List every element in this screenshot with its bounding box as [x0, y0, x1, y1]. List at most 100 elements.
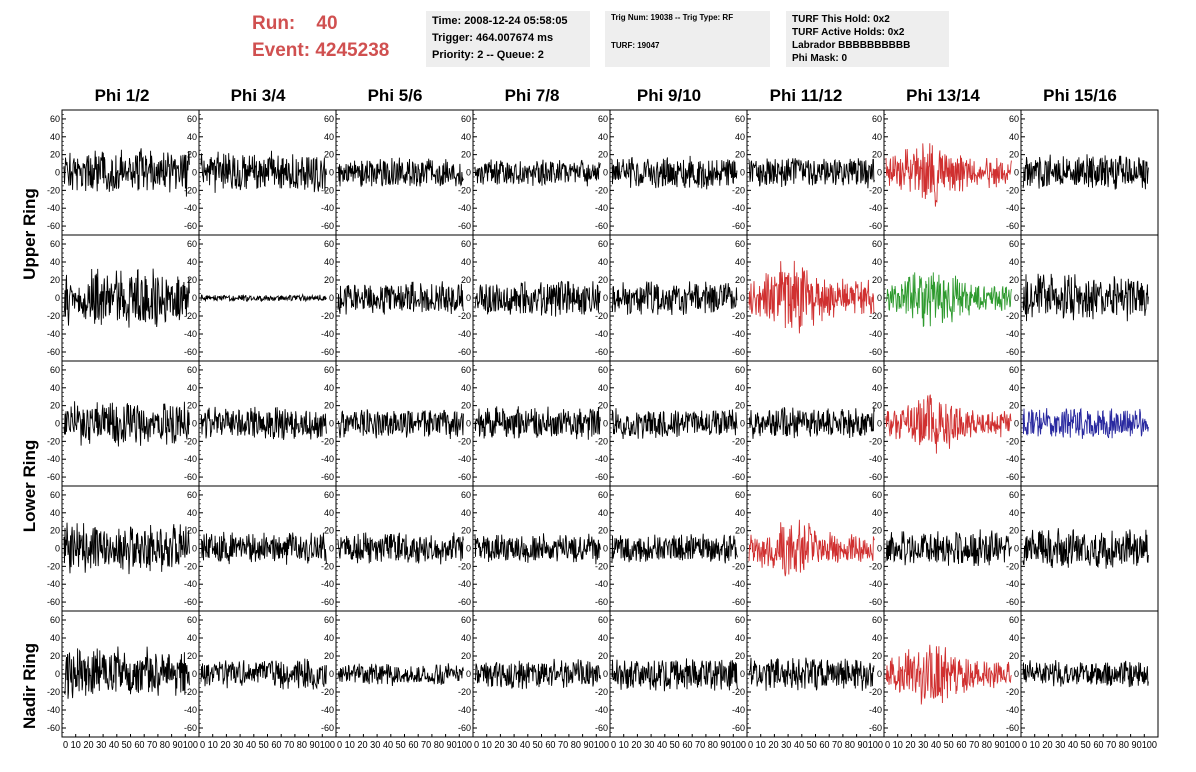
panel-r2-c6: -60 -40 -20 0 20 40 60	[732, 234, 885, 362]
y-tick-label: -60	[321, 221, 334, 231]
y-tick-label: 20	[187, 275, 197, 285]
y-tick-label: 0	[55, 168, 60, 178]
y-tick-label: 40	[187, 508, 197, 518]
y-tick-label: 40	[735, 633, 745, 643]
waveform-line	[63, 401, 190, 447]
y-tick-label: 0	[1014, 669, 1019, 679]
y-tick-label: 0	[329, 293, 334, 303]
panel-r5-c2: -60 -40 -20 0 20 40 60	[184, 610, 337, 738]
waveform-line	[885, 529, 1012, 567]
waveform-line	[474, 533, 601, 565]
y-tick-label: -20	[732, 436, 745, 446]
panel-r3-c2: -60 -40 -20 0 20 40 60	[184, 360, 337, 487]
y-tick-label: -60	[1006, 597, 1019, 607]
y-tick-label: 60	[735, 114, 745, 124]
y-tick-label: 40	[735, 257, 745, 267]
y-tick-label: 40	[872, 257, 882, 267]
trig-num-line: Trig Num: 19038 -- Trig Type: RF	[611, 13, 734, 22]
y-tick-label: -20	[47, 436, 60, 446]
y-tick-label: 40	[598, 383, 608, 393]
y-tick-label: 40	[872, 132, 882, 142]
y-tick-label: -20	[595, 561, 608, 571]
panel-r5-c4: -60 -40 -20 0 20 40 60	[458, 610, 611, 738]
panel-r2-c1: -60 -40 -20 0 20 40 60	[47, 234, 200, 362]
waveform-line	[474, 406, 601, 440]
y-tick-label: 20	[735, 150, 745, 160]
y-tick-label: 0	[877, 293, 882, 303]
y-tick-label: 60	[1009, 365, 1019, 375]
y-tick-label: 0	[192, 293, 197, 303]
y-tick-label: 0	[877, 168, 882, 178]
y-tick-label: 40	[872, 508, 882, 518]
y-tick-label: -20	[595, 687, 608, 697]
panel-r5-c1: -60 -40 -20 0 20 40 60	[47, 610, 200, 738]
y-tick-label: -20	[732, 561, 745, 571]
y-tick-label: 60	[324, 615, 334, 625]
waveform-line	[748, 260, 875, 334]
y-tick-label: 40	[461, 633, 471, 643]
y-tick-label: -60	[47, 597, 60, 607]
waveform-line	[200, 531, 327, 565]
y-tick-label: -20	[869, 311, 882, 321]
panel-r3-c1: -60 -40 -20 0 20 40 60	[47, 360, 200, 487]
y-tick-label: -60	[732, 347, 745, 357]
y-tick-label: 40	[872, 383, 882, 393]
y-tick-label: -60	[869, 347, 882, 357]
waveform-line	[1022, 273, 1149, 322]
y-tick-label: -20	[458, 561, 471, 571]
y-tick-label: 20	[735, 526, 745, 536]
y-tick-label: 60	[187, 239, 197, 249]
panel-r1-c1: -60 -40 -20 0 20 40 60	[47, 109, 200, 236]
y-tick-label: 20	[735, 651, 745, 661]
y-tick-label: -60	[184, 597, 197, 607]
panel-r2-c7: -60 -40 -20 0 20 40 60	[869, 234, 1022, 362]
phi-mask-line: Phi Mask: 0	[792, 53, 848, 64]
y-tick-label: 60	[324, 239, 334, 249]
y-tick-label: -60	[595, 472, 608, 482]
y-tick-label: 40	[50, 508, 60, 518]
run-row: Run: 40	[252, 10, 417, 37]
y-tick-label: -60	[595, 221, 608, 231]
waveform-line	[337, 663, 464, 687]
y-tick-label: 60	[1009, 239, 1019, 249]
y-tick-label: 0	[466, 293, 471, 303]
y-tick-label: -60	[732, 221, 745, 231]
x-tick-labels: 0 10 20 30 40 50 60 70 80 90100	[1022, 740, 1157, 751]
waveform-line	[200, 292, 327, 303]
y-tick-label: -20	[47, 185, 60, 195]
y-tick-label: -60	[47, 221, 60, 231]
column-title-phi-9-10: Phi 9/10	[636, 86, 702, 105]
y-tick-label: 60	[735, 365, 745, 375]
y-tick-label: 0	[603, 293, 608, 303]
y-tick-label: 0	[466, 168, 471, 178]
y-tick-label: -60	[1006, 221, 1019, 231]
event-row: Event: 4245238	[252, 37, 417, 64]
y-tick-label: 60	[461, 490, 471, 500]
y-tick-label: -40	[732, 705, 745, 715]
y-tick-label: -60	[47, 347, 60, 357]
y-tick-label: -40	[184, 705, 197, 715]
y-tick-label: -40	[732, 454, 745, 464]
waveform-line	[1022, 528, 1149, 569]
y-tick-label: 60	[872, 615, 882, 625]
y-tick-label: 20	[187, 401, 197, 411]
y-tick-label: -40	[1006, 203, 1019, 213]
column-title-phi-7-8: Phi 7/8	[504, 86, 560, 105]
y-tick-label: 0	[603, 669, 608, 679]
y-tick-label: 20	[872, 526, 882, 536]
time-trigger-box: Time: 2008-12-24 05:58:05 Trigger: 464.0…	[426, 11, 590, 67]
y-tick-label: -20	[47, 687, 60, 697]
y-tick-label: 20	[324, 150, 334, 160]
y-tick-label: -40	[1006, 454, 1019, 464]
y-tick-label: 20	[187, 526, 197, 536]
y-tick-label: -60	[458, 472, 471, 482]
y-tick-label: 40	[1009, 383, 1019, 393]
panel-r1-c6: -60 -40 -20 0 20 40 60	[732, 109, 885, 236]
turf-hold-box: TURF This Hold: 0x2 TURF Active Holds: 0…	[786, 11, 949, 67]
waveform-line	[63, 148, 190, 197]
y-tick-label: 60	[187, 490, 197, 500]
y-tick-label: -40	[595, 203, 608, 213]
panel-r1-c2: -60 -40 -20 0 20 40 60	[184, 109, 337, 236]
waveform-line	[337, 157, 464, 187]
